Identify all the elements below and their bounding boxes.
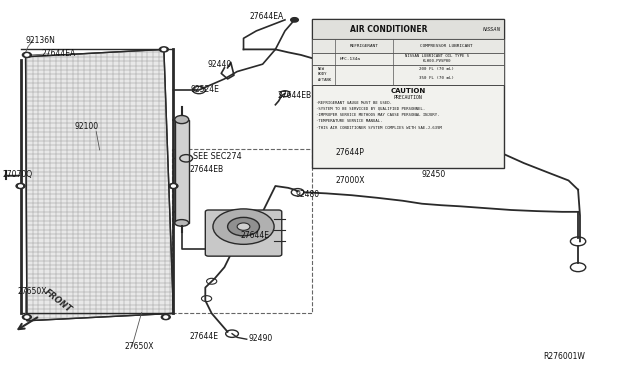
Text: REFRIGERANT: REFRIGERANT xyxy=(349,44,378,48)
Text: R276001W: R276001W xyxy=(543,352,585,361)
Circle shape xyxy=(169,183,178,189)
Text: NISSAN LUBRICANT OIL TYPE S: NISSAN LUBRICANT OIL TYPE S xyxy=(404,54,468,58)
Circle shape xyxy=(25,54,29,56)
Text: 27644EB: 27644EB xyxy=(189,165,223,174)
Circle shape xyxy=(161,314,170,320)
Text: 92480: 92480 xyxy=(296,190,320,199)
Circle shape xyxy=(16,183,25,189)
Text: 27644EA: 27644EA xyxy=(42,49,76,58)
Text: SEE SEC274: SEE SEC274 xyxy=(193,152,241,161)
Text: COMPRESSOR LUBRICANT: COMPRESSOR LUBRICANT xyxy=(420,44,472,48)
Bar xyxy=(312,39,504,54)
Text: 92136N: 92136N xyxy=(26,36,56,45)
Text: 27650X: 27650X xyxy=(124,342,154,351)
Text: ·SYSTEM TO BE SERVICED BY QUALIFIED PERSONNEL.: ·SYSTEM TO BE SERVICED BY QUALIFIED PERS… xyxy=(316,107,425,111)
Circle shape xyxy=(22,314,31,320)
Text: 27070Q: 27070Q xyxy=(3,170,33,179)
Bar xyxy=(312,19,504,39)
Text: 27650X: 27650X xyxy=(17,287,47,296)
Text: 92490: 92490 xyxy=(248,334,273,343)
Text: ·TEMPERATURE SERVICE MANUAL.: ·TEMPERATURE SERVICE MANUAL. xyxy=(316,119,382,124)
Text: 27644P: 27644P xyxy=(336,148,365,157)
Circle shape xyxy=(228,217,259,236)
Text: 27644EA: 27644EA xyxy=(250,12,284,21)
Polygon shape xyxy=(26,49,173,321)
Ellipse shape xyxy=(175,115,189,124)
Bar xyxy=(175,119,189,223)
Text: BODY: BODY xyxy=(317,73,327,77)
FancyBboxPatch shape xyxy=(205,210,282,256)
Text: 92450: 92450 xyxy=(422,170,446,179)
Circle shape xyxy=(237,223,250,230)
Circle shape xyxy=(19,185,22,187)
Text: 92524E: 92524E xyxy=(190,85,219,94)
Text: PRECAUTION: PRECAUTION xyxy=(394,94,422,100)
Bar xyxy=(172,149,312,313)
Bar xyxy=(312,19,504,168)
Text: 27000X: 27000X xyxy=(336,176,365,185)
Circle shape xyxy=(213,209,274,244)
Text: 350 FL (70 mL): 350 FL (70 mL) xyxy=(419,76,454,80)
Text: CAUTION: CAUTION xyxy=(390,89,426,94)
Circle shape xyxy=(172,185,175,187)
Circle shape xyxy=(291,17,298,22)
Text: ·THIS AIR CONDITIONER SYSTEM COMPLIES WITH SAE-J-639M: ·THIS AIR CONDITIONER SYSTEM COMPLIES WI… xyxy=(316,126,442,130)
Circle shape xyxy=(22,52,31,58)
Text: AIR CONDITIONER: AIR CONDITIONER xyxy=(350,25,428,34)
Text: KLH00-PVSP00: KLH00-PVSP00 xyxy=(422,59,451,63)
Text: 27644EB: 27644EB xyxy=(277,91,312,100)
Text: 27644E: 27644E xyxy=(241,231,269,240)
Bar xyxy=(312,64,504,85)
Circle shape xyxy=(25,316,29,318)
Text: HFC-134a: HFC-134a xyxy=(340,57,361,61)
Text: ·REFRIGERANT GAUGE MUST BE USED.: ·REFRIGERANT GAUGE MUST BE USED. xyxy=(316,100,392,105)
Circle shape xyxy=(164,316,168,318)
Bar xyxy=(312,54,504,64)
Text: NEW: NEW xyxy=(317,67,324,71)
Text: ·IMPROPER SERVICE METHODS MAY CAUSE PERSONAL INJURY.: ·IMPROPER SERVICE METHODS MAY CAUSE PERS… xyxy=(316,113,439,117)
Text: 92100: 92100 xyxy=(75,122,99,131)
Text: NISSAN: NISSAN xyxy=(483,27,501,32)
Text: FRONT: FRONT xyxy=(43,288,74,314)
Ellipse shape xyxy=(175,219,189,226)
Text: 200 FL (70 mL): 200 FL (70 mL) xyxy=(419,67,454,71)
Text: 92440: 92440 xyxy=(207,60,232,69)
Text: A/TANK: A/TANK xyxy=(317,78,332,83)
Circle shape xyxy=(162,48,166,51)
Text: 27644E: 27644E xyxy=(189,332,218,341)
Circle shape xyxy=(159,47,168,52)
